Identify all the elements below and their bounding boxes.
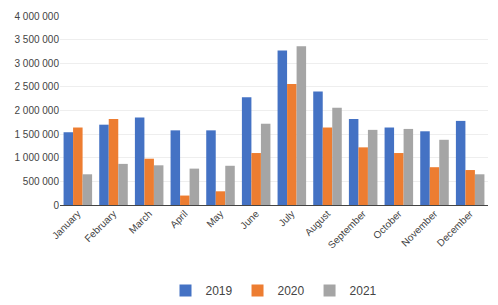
svg-text:August: August	[303, 208, 333, 238]
svg-text:February: February	[82, 208, 118, 244]
svg-text:September: September	[326, 208, 369, 251]
svg-text:500 000: 500 000	[23, 176, 60, 187]
svg-text:1 500 000: 1 500 000	[15, 129, 60, 140]
svg-text:May: May	[204, 208, 225, 229]
svg-text:July: July	[276, 208, 296, 228]
svg-text:November: November	[399, 208, 440, 249]
svg-text:0: 0	[53, 200, 59, 211]
svg-text:October: October	[371, 208, 404, 241]
svg-text:3 500 000: 3 500 000	[15, 34, 60, 45]
svg-text:3 000 000: 3 000 000	[15, 58, 60, 69]
svg-text:January: January	[50, 208, 83, 241]
svg-text:4 000 000: 4 000 000	[15, 11, 60, 22]
svg-text:March: March	[127, 208, 154, 235]
svg-text:2020: 2020	[278, 284, 305, 298]
svg-text:2019: 2019	[206, 284, 233, 298]
svg-text:2 500 000: 2 500 000	[15, 81, 60, 92]
svg-text:1 000 000: 1 000 000	[15, 152, 60, 163]
svg-text:December: December	[435, 208, 476, 249]
svg-text:June: June	[238, 208, 261, 231]
svg-text:April: April	[168, 208, 190, 230]
svg-text:2021: 2021	[350, 284, 377, 298]
svg-text:2 000 000: 2 000 000	[15, 105, 60, 116]
